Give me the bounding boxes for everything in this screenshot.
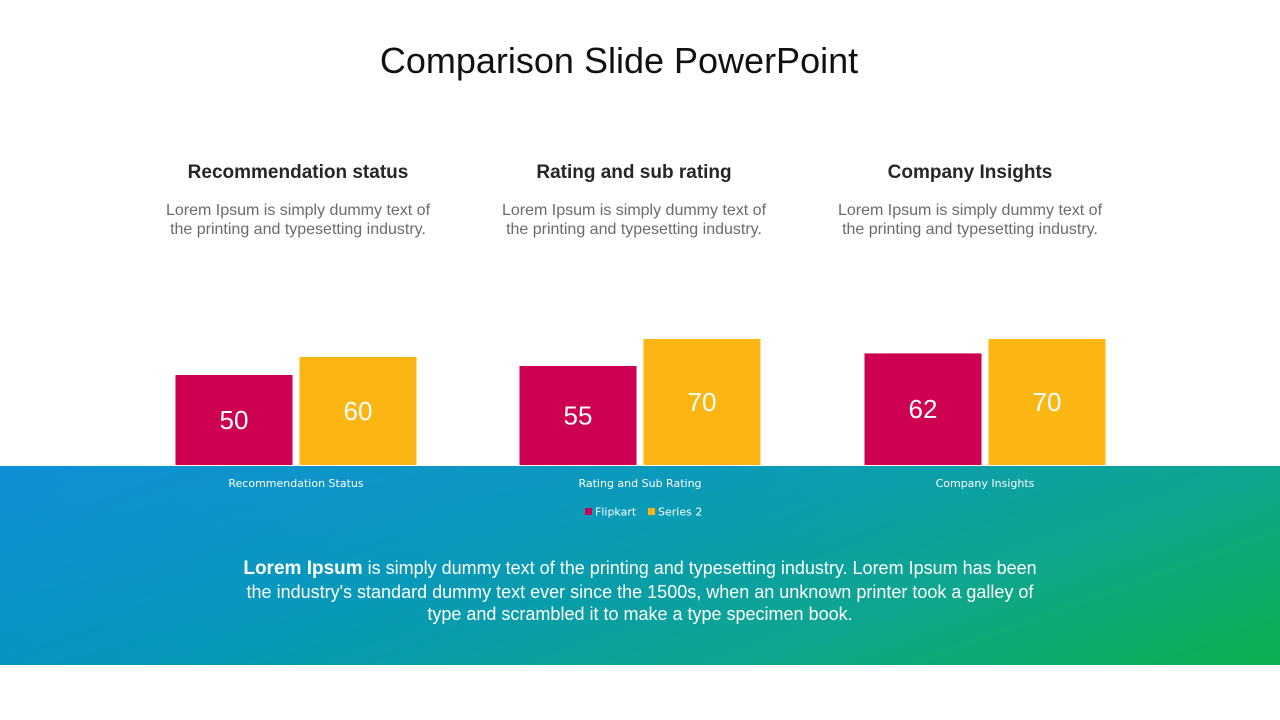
legend-label-series2: Series 2 — [658, 506, 702, 519]
column-description: Lorem Ipsum is simply dummy text of the … — [501, 202, 767, 238]
slide-title: Comparison Slide PowerPoint — [379, 40, 859, 81]
column-heading: Company Insights — [887, 162, 1053, 183]
category-label: Rating and Sub Rating — [578, 477, 701, 490]
footer-bold-lead: Lorem Ipsum — [243, 558, 363, 579]
column-recommendation: Recommendation status Lorem Ipsum is sim… — [158, 160, 438, 239]
legend-swatch-flipkart — [585, 508, 592, 515]
column-description: Lorem Ipsum is simply dummy text of the … — [837, 202, 1103, 238]
column-insights: Company Insights Lorem Ipsum is simply d… — [830, 160, 1110, 239]
legend-label-flipkart: Flipkart — [595, 506, 637, 519]
bar-flipkart-1 — [519, 366, 637, 465]
legend-swatch-series2 — [648, 508, 655, 515]
data-label: 60 — [344, 396, 373, 426]
footer-body: is simply dummy text of the printing and… — [246, 558, 1037, 624]
chart-legend: Flipkart Series 2 — [585, 506, 702, 519]
bar-flipkart-2 — [864, 353, 982, 465]
bar-flipkart-0 — [175, 375, 293, 465]
column-heading: Recommendation status — [187, 162, 409, 183]
category-label: Recommendation Status — [228, 477, 363, 490]
data-label: 50 — [220, 405, 249, 435]
bar-series2-2 — [988, 339, 1106, 465]
gradient-band — [0, 466, 1280, 665]
footer-text: Lorem Ipsum is simply dummy text of the … — [240, 557, 1040, 626]
chart-labels: 50 60 Recommendation Status 55 70 Rating and … — [220, 387, 1062, 490]
category-label: Company Insights — [936, 477, 1035, 490]
band-sheen — [0, 466, 1280, 665]
column-rating: Rating and sub rating Lorem Ipsum is sim… — [494, 160, 774, 239]
column-description: Lorem Ipsum is simply dummy text of the … — [165, 202, 431, 238]
data-label: 70 — [688, 387, 717, 417]
data-label: 70 — [1033, 387, 1062, 417]
chart-bars — [124, 339, 1157, 466]
bar-series2-0 — [299, 357, 417, 465]
column-heading: Rating and sub rating — [536, 162, 732, 183]
bar-series2-1 — [643, 339, 761, 465]
data-label: 62 — [909, 394, 938, 424]
data-label: 55 — [564, 401, 593, 431]
